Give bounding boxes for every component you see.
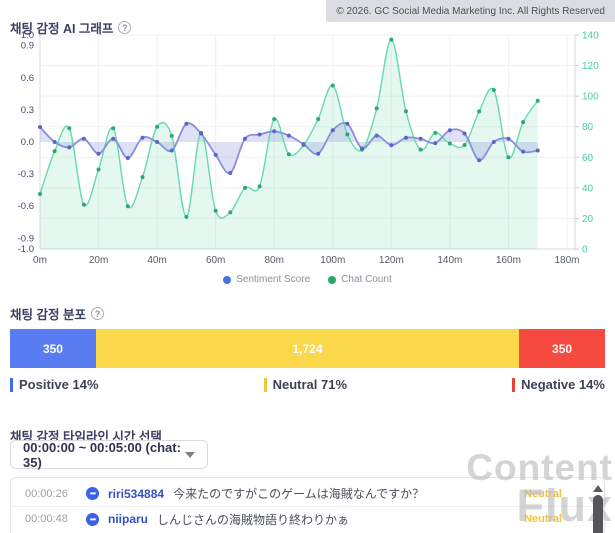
svg-text:-0.3: -0.3 (18, 169, 34, 180)
svg-text:160m: 160m (496, 255, 521, 266)
neutral-segment: 1,724 (95, 329, 520, 368)
negative-percent: 14% (578, 377, 605, 392)
svg-text:-0.9: -0.9 (18, 233, 34, 244)
legend-dot-chatcount-icon (328, 275, 337, 284)
negative-segment: 350 (519, 329, 605, 368)
copyright-bar: © 2026. GC Social Media Marketing Inc. A… (326, 0, 615, 22)
svg-text:0.0: 0.0 (21, 137, 34, 148)
svg-text:120: 120 (582, 61, 599, 72)
neutral-percent: 71% (321, 377, 348, 392)
graph-title-text: 채팅 감정 AI 그래프 (10, 22, 114, 36)
chat-timestamp: 00:00:26 (25, 487, 68, 500)
distribution-title-text: 채팅 감정 분포 (10, 308, 86, 322)
chat-sentiment-badge: Neutral (524, 487, 562, 500)
neutral-count: 1,724 (292, 341, 323, 356)
negative-marker-icon (512, 377, 516, 392)
scrollbar-thumb[interactable] (593, 495, 603, 533)
positive-percent: 14% (72, 377, 99, 392)
chat-message-text: しんじさんの海賊物語り終わりかぁ (157, 512, 350, 527)
copyright-text: © 2026. GC Social Media Marketing Inc. A… (336, 5, 605, 17)
positive-label: Positive 14% (10, 377, 99, 392)
negative-count: 350 (552, 341, 573, 356)
svg-text:1.0: 1.0 (21, 30, 34, 41)
sentiment-chat-chart: 0m 20m 40m 60m 80m 100m 120m 140m 160m 180m 1.00.9… (18, 30, 599, 266)
chat-message-list: 00:00:26 ••• riri534884 今来たのですがこのゲームは海賊な… (10, 477, 605, 533)
chevron-down-icon (185, 451, 195, 458)
svg-text:120m: 120m (379, 255, 404, 266)
info-icon[interactable]: ? (118, 21, 132, 34)
chat-username[interactable]: niiparu (108, 512, 149, 526)
chat-message-text: 今来たのですがこのゲームは海賊なんですか？ (173, 487, 425, 501)
chat-timestamp: 00:00:48 (25, 513, 68, 525)
chat-row[interactable]: 00:00:26 ••• riri534884 今来たのですがこのゲームは海賊な… (11, 481, 604, 506)
chat-bubble-icon: ••• (86, 512, 99, 526)
chat-bubble-icon: ••• (86, 487, 99, 500)
chat-sentiment-badge: Neutral (524, 513, 562, 525)
svg-text:0: 0 (582, 245, 588, 256)
neutral-label-text: Neutral (272, 377, 318, 392)
svg-text:-1.0: -1.0 (18, 244, 34, 255)
chart-legend: Sentiment Score Chat Count (0, 274, 615, 285)
positive-count: 350 (42, 341, 63, 356)
legend-label-chatcount: Chat Count (341, 274, 392, 285)
svg-text:40m: 40m (147, 255, 166, 266)
distribution-section-title: 채팅 감정 분포 ? (10, 304, 104, 323)
svg-text:80m: 80m (264, 255, 283, 266)
neutral-label: Neutral 71% (263, 377, 348, 392)
svg-text:0.9: 0.9 (21, 41, 34, 52)
chat-username[interactable]: riri534884 (108, 486, 165, 501)
legend-dot-sentiment-icon (223, 275, 232, 284)
svg-text:100: 100 (582, 92, 599, 103)
svg-text:40: 40 (582, 183, 594, 194)
neutral-marker-icon (263, 377, 267, 392)
legend-item-chatcount[interactable]: Chat Count (328, 274, 392, 285)
negative-label: Negative 14% (512, 377, 605, 392)
svg-text:0.3: 0.3 (21, 105, 34, 116)
svg-text:80: 80 (582, 122, 594, 133)
svg-text:140m: 140m (437, 255, 462, 266)
svg-text:180m: 180m (554, 255, 579, 266)
svg-text:60: 60 (582, 153, 594, 164)
scroll-up-icon[interactable] (593, 485, 603, 492)
svg-text:20: 20 (582, 214, 594, 225)
distribution-labels: Positive 14% Neutral 71% Negative 14% (10, 377, 605, 392)
svg-text:100m: 100m (320, 255, 345, 266)
time-range-value: 00:00:00 ~ 00:05:00 (chat: 35) (23, 439, 181, 470)
info-icon[interactable]: ? (90, 307, 104, 320)
svg-text:-0.6: -0.6 (18, 201, 34, 212)
graph-section-title: 채팅 감정 AI 그래프 ? (10, 18, 132, 37)
negative-label-text: Negative (521, 377, 576, 392)
legend-item-sentiment[interactable]: Sentiment Score (223, 274, 310, 285)
chat-row[interactable]: 00:00:48 ••• niiparu しんじさんの海賊物語り終わりかぁ Ne… (11, 506, 604, 531)
positive-marker-icon (10, 377, 13, 392)
positive-segment: 350 (10, 329, 96, 368)
time-range-select[interactable]: 00:00:00 ~ 00:05:00 (chat: 35) (10, 439, 208, 470)
svg-text:0.6: 0.6 (21, 73, 34, 84)
positive-label-text: Positive (19, 377, 69, 392)
svg-text:20m: 20m (89, 255, 108, 266)
svg-text:0m: 0m (33, 255, 47, 266)
sentiment-distribution-bar: 350 1,724 350 (10, 329, 605, 368)
svg-text:60m: 60m (206, 255, 225, 266)
legend-label-sentiment: Sentiment Score (236, 274, 311, 285)
svg-text:140: 140 (582, 31, 599, 42)
chat-scrollbar[interactable] (592, 483, 604, 533)
